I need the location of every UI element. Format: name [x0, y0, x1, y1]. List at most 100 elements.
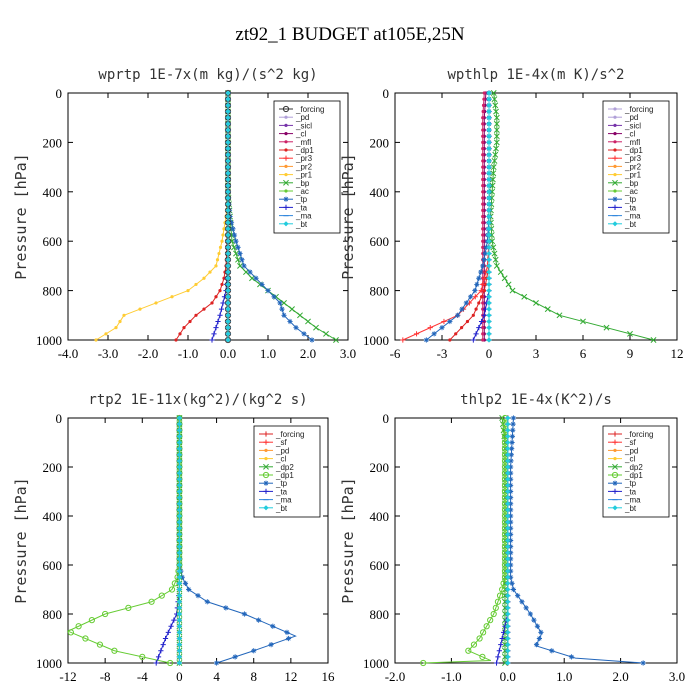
- data-point: [476, 635, 483, 642]
- data-point: [194, 313, 198, 317]
- legend-label: _ma: [624, 212, 641, 221]
- x-tick-label: 16: [322, 669, 336, 684]
- data-point: [509, 433, 515, 439]
- series-line: [423, 418, 506, 664]
- data-point: [505, 439, 511, 446]
- data-point: [158, 648, 164, 654]
- x-tick-label: 0.0: [220, 346, 236, 361]
- data-point: [505, 574, 511, 580]
- legend-marker: [613, 164, 617, 168]
- data-point: [486, 244, 492, 250]
- data-point: [225, 232, 231, 238]
- data-point: [487, 617, 494, 624]
- legend-label: _dp1: [275, 471, 294, 480]
- data-point: [505, 470, 511, 476]
- data-point: [223, 605, 229, 611]
- data-point: [289, 306, 295, 313]
- legend-label: _ta: [275, 487, 288, 496]
- data-point: [481, 208, 485, 212]
- data-point: [481, 109, 485, 114]
- data-point: [508, 525, 514, 531]
- data-point: [148, 598, 155, 605]
- data-point: [139, 653, 146, 660]
- data-point: [486, 294, 492, 300]
- data-point: [281, 312, 287, 318]
- data-point: [508, 556, 514, 562]
- legend-marker: [613, 107, 617, 111]
- data-point: [182, 580, 189, 586]
- data-point: [486, 121, 492, 127]
- data-point: [486, 152, 492, 158]
- data-point: [493, 660, 500, 666]
- data-point: [225, 90, 231, 96]
- data-point: [239, 257, 245, 263]
- data-point: [271, 294, 277, 300]
- legend-label: _dp2: [275, 463, 294, 472]
- data-point: [502, 604, 508, 611]
- data-point: [502, 641, 508, 648]
- legend-marker: [612, 505, 618, 511]
- data-point: [486, 269, 492, 275]
- legend-marker: [613, 132, 617, 136]
- data-point: [505, 556, 511, 562]
- data-point: [501, 275, 508, 282]
- legend-marker: [613, 457, 617, 461]
- data-point: [508, 464, 514, 470]
- data-point: [531, 617, 537, 623]
- data-point: [505, 648, 511, 654]
- data-point: [176, 415, 183, 421]
- data-point: [423, 337, 429, 343]
- data-point: [122, 313, 126, 317]
- data-point: [225, 152, 231, 158]
- data-point: [218, 245, 223, 249]
- data-point: [231, 244, 237, 251]
- data-point: [481, 338, 485, 342]
- y-axis-label: Pressure [hPa]: [339, 153, 357, 279]
- x-tick-label: 9: [627, 346, 634, 361]
- data-point: [481, 153, 485, 157]
- data-point: [505, 458, 511, 464]
- legend-label: _tp: [624, 479, 637, 488]
- data-point: [270, 623, 276, 629]
- panels-container: wprtp 1E-7x(m kg)/(s^2 kg) Pressure [hPa]…: [12, 67, 685, 684]
- data-point: [481, 190, 485, 194]
- data-point: [502, 611, 508, 617]
- data-point: [160, 642, 166, 648]
- data-point: [533, 299, 539, 306]
- data-point: [186, 289, 190, 293]
- chart-panel-3: rtp2 1E-11x(kg^2)/(kg^2 s) Pressure [hPa]…: [12, 392, 335, 684]
- data-point: [538, 629, 544, 635]
- legend-label: _cl: [275, 455, 286, 464]
- data-point: [225, 102, 231, 108]
- data-point: [225, 281, 231, 288]
- data-point: [225, 226, 231, 232]
- x-tick-label: 1.0: [556, 669, 572, 684]
- data-point: [174, 338, 178, 342]
- data-point: [225, 115, 231, 121]
- x-tick-label: 12: [671, 346, 684, 361]
- data-point: [481, 239, 485, 243]
- data-point: [486, 238, 492, 244]
- legend-marker: [283, 221, 289, 227]
- data-point: [225, 220, 231, 226]
- data-point: [277, 300, 283, 306]
- y-tick-label: 800: [370, 284, 390, 299]
- data-point: [496, 648, 502, 654]
- data-point: [505, 495, 511, 501]
- data-point: [479, 653, 486, 660]
- legend-marker: [612, 155, 618, 161]
- legend-label: _forcing: [275, 430, 304, 439]
- data-point: [502, 598, 508, 605]
- data-point: [232, 654, 238, 660]
- legend-marker: [263, 505, 269, 511]
- data-point: [413, 331, 420, 337]
- data-point: [481, 312, 487, 318]
- data-point: [505, 421, 511, 427]
- data-point: [508, 568, 514, 574]
- data-point: [508, 482, 514, 488]
- data-point: [225, 312, 231, 318]
- data-point: [505, 415, 511, 421]
- x-tick-label: -2.0: [385, 669, 406, 684]
- data-point: [492, 604, 499, 611]
- legend-label: _forcing: [295, 105, 324, 114]
